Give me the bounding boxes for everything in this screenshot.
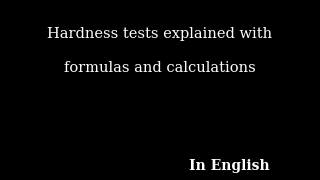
Text: Vickers and Knoop: Vickers and Knoop bbox=[61, 126, 259, 144]
Text: formulas and calculations: formulas and calculations bbox=[64, 61, 256, 75]
Text: Full HD 🔥 🔥: Full HD 🔥 🔥 bbox=[23, 159, 102, 173]
Text: Brinell, Rockwell,: Brinell, Rockwell, bbox=[67, 99, 253, 117]
Text: In English: In English bbox=[189, 159, 270, 173]
Text: Hardness tests explained with: Hardness tests explained with bbox=[47, 27, 273, 41]
